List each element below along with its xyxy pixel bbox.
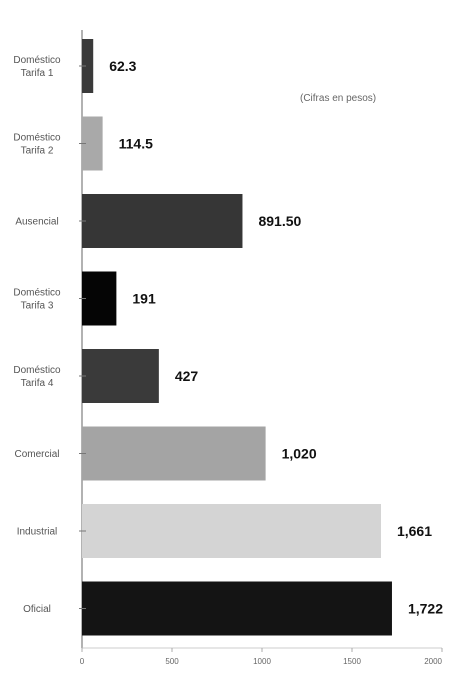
category-label-line: Ausencial (15, 217, 58, 228)
category-label-line: Tarifa 4 (21, 378, 54, 389)
category-label: Industrial (17, 527, 58, 538)
category-label: Doméstico Tarifa 1 (13, 55, 61, 79)
category-label: Doméstico Tarifa 3 (13, 288, 61, 312)
bar (82, 194, 243, 248)
category-label-line: Tarifa 3 (21, 301, 54, 312)
bar (82, 349, 159, 403)
category-label-line: Industrial (17, 527, 58, 538)
value-label: 1,722 (408, 601, 443, 617)
category-label-line: Oficial (23, 604, 51, 615)
bar (82, 39, 94, 93)
bars-group: Doméstico Tarifa 1 62.3 Doméstico Tarifa 2 11… (13, 39, 443, 636)
category-label-line: Doméstico (13, 365, 61, 376)
value-label: 62.3 (109, 58, 136, 74)
category-label-line: Doméstico (13, 55, 61, 66)
value-label: 191 (132, 291, 156, 307)
category-label-line: Doméstico (13, 288, 61, 299)
bar (82, 116, 103, 171)
category-label: Ausencial (15, 217, 58, 228)
value-label: 1,020 (282, 446, 317, 462)
category-label: Doméstico Tarifa 4 (13, 365, 61, 389)
category-label-line: Comercial (14, 449, 59, 460)
category-label: Oficial (23, 604, 51, 615)
x-ticks-group: 0 500 1000 1500 2000 (80, 648, 443, 666)
category-label-line: Tarifa 2 (21, 146, 54, 157)
x-tick-label: 2000 (424, 657, 442, 666)
category-label: Comercial (14, 449, 59, 460)
bar (82, 271, 117, 326)
category-label-line: Tarifa 1 (21, 68, 54, 79)
value-label: 427 (175, 368, 199, 384)
x-tick-label: 1000 (253, 657, 271, 666)
bar (82, 426, 266, 481)
bar (82, 504, 381, 558)
value-label: 891.50 (258, 213, 301, 229)
x-tick-label: 500 (165, 657, 179, 666)
value-label: 114.5 (119, 136, 153, 152)
x-tick-label: 0 (80, 657, 85, 666)
bar (82, 581, 392, 636)
category-label: Doméstico Tarifa 2 (13, 133, 61, 157)
chart-note: (Cifras en pesos) (300, 93, 376, 104)
value-label: 1,661 (397, 523, 432, 539)
x-tick-label: 1500 (343, 657, 361, 666)
category-label-line: Doméstico (13, 133, 61, 144)
